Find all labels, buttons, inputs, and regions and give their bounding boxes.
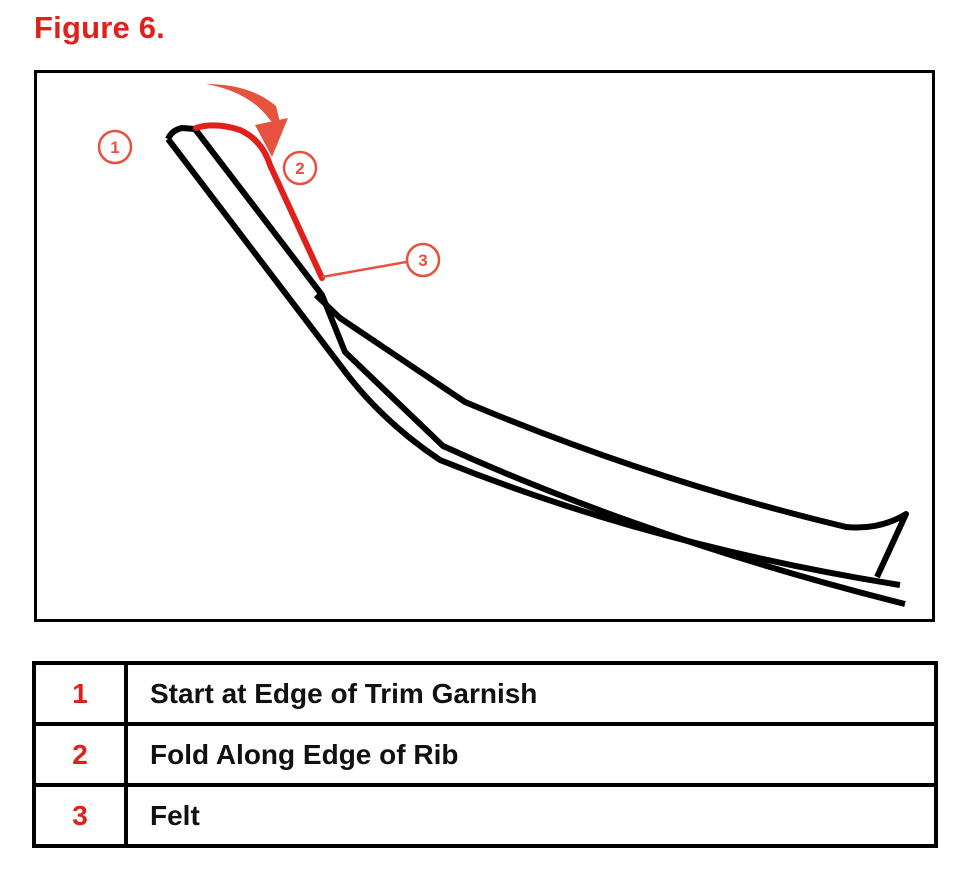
felt-fold-highlight: [193, 122, 325, 281]
callout-2: 2: [282, 150, 318, 186]
legend-number: 3: [32, 783, 128, 848]
callout-1: 1: [97, 129, 133, 165]
figure-title: Figure 6.: [34, 10, 165, 45]
legend-description: Start at Edge of Trim Garnish: [124, 661, 938, 726]
callout-1-label: 1: [110, 138, 119, 157]
fold-arrow-head: [255, 118, 288, 157]
garnish-outer-return: [165, 137, 901, 588]
legend-number: 2: [32, 722, 128, 787]
garnish-outer-edge: [165, 125, 906, 607]
callout-2-label: 2: [295, 159, 304, 178]
legend-row: 3 Felt: [32, 783, 938, 848]
callout-3-label: 3: [418, 251, 427, 270]
legend-description: Felt: [124, 783, 938, 848]
trim-garnish-diagram: 1 2 3: [97, 84, 909, 607]
legend-row: 1 Start at Edge of Trim Garnish: [32, 661, 938, 726]
legend-number: 1: [32, 661, 128, 726]
legend-description: Fold Along Edge of Rib: [124, 722, 938, 787]
legend-table: 1 Start at Edge of Trim Garnish 2 Fold A…: [32, 661, 938, 848]
legend-row: 2 Fold Along Edge of Rib: [32, 722, 938, 787]
callout-3-leader: [321, 260, 407, 279]
callout-3: 3: [405, 242, 441, 278]
diagram-frame: 1 2 3: [34, 70, 935, 622]
fold-direction-arrow: [206, 84, 282, 130]
rib-edge: [313, 292, 909, 579]
